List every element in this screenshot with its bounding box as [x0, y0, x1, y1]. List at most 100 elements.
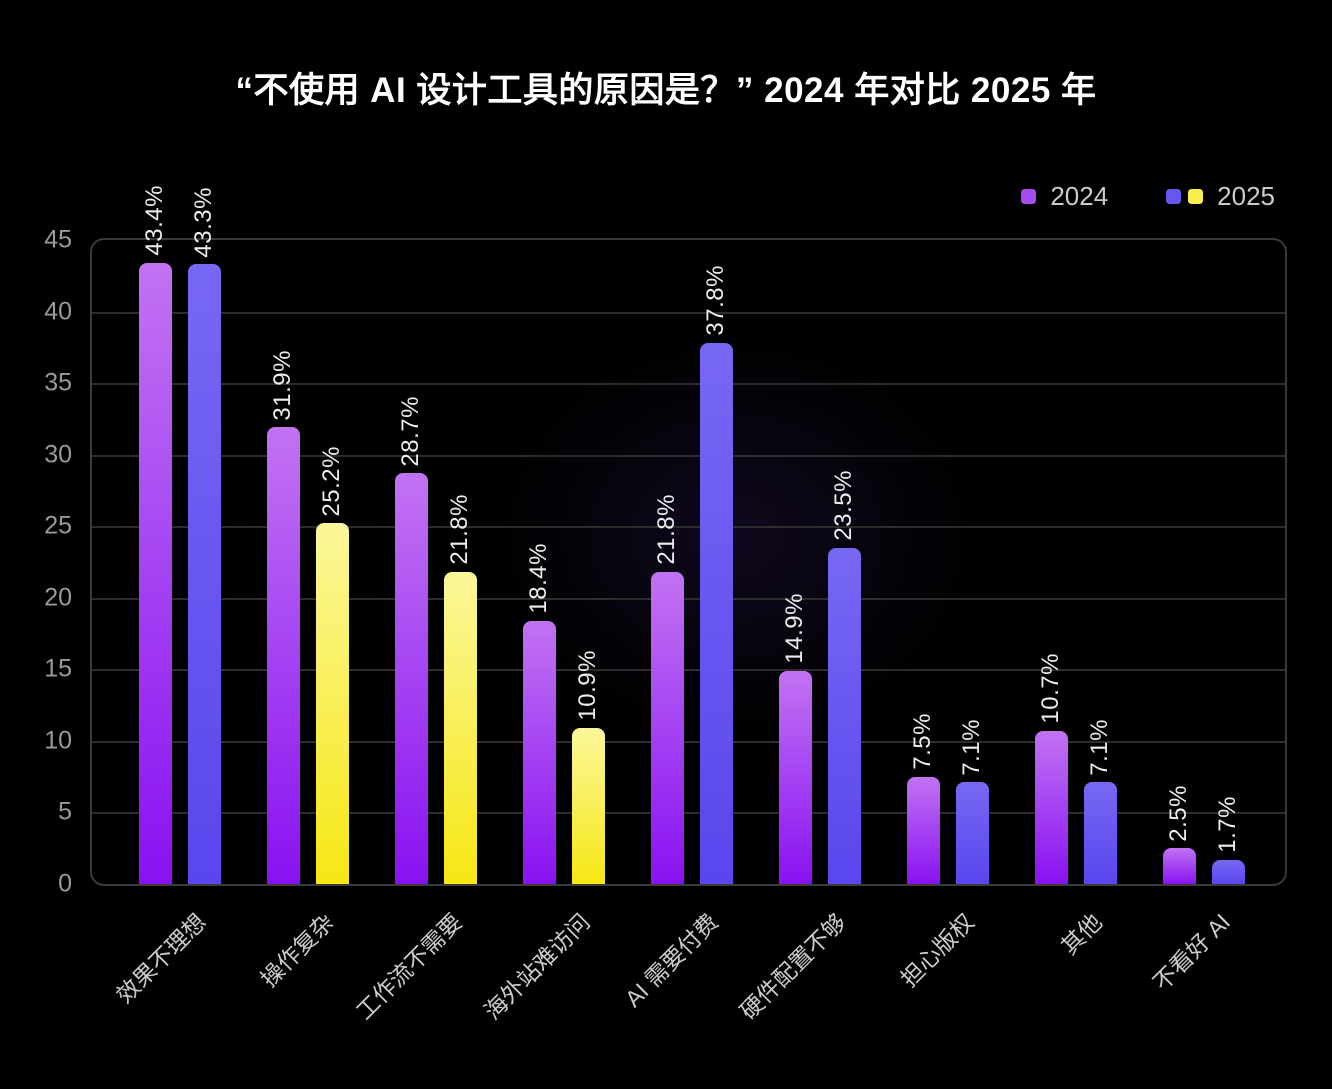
legend-swatches: [1166, 189, 1204, 204]
bar-2025-1[interactable]: [316, 523, 349, 884]
y-axis-tick-label: 25: [44, 511, 72, 540]
barwrap-2024-1: 31.9%: [267, 240, 300, 884]
x-axis-label: 不看好 AI: [1147, 908, 1235, 996]
bar-2025-8[interactable]: [1212, 859, 1245, 884]
barwrap-2024-5: 14.9%: [779, 240, 812, 884]
gridline: [92, 669, 1285, 672]
barwrap-2025-1: 25.2%: [316, 240, 349, 884]
barwrap-2025-2: 21.8%: [444, 240, 477, 884]
legend-swatch: [1021, 189, 1037, 204]
bar-2025-5[interactable]: [828, 547, 861, 884]
barwrap-2024-7: 10.7%: [1035, 240, 1068, 884]
barwrap-2025-0: 43.3%: [188, 187, 221, 884]
barwrap-2025-8: 1.7%: [1212, 240, 1245, 884]
bar-value-label: 31.9%: [269, 349, 297, 421]
barwrap-2024-4: 21.8%: [651, 240, 684, 884]
barwrap-2025-6: 7.1%: [956, 240, 989, 884]
bar-value-label: 43.4%: [141, 185, 169, 256]
bar-group-6: 7.5% 7.1% 担心版权: [884, 240, 1012, 992]
bar-2024-8[interactable]: [1163, 848, 1196, 884]
bar-2025-3[interactable]: [572, 728, 605, 884]
barwrap-2024-0: 43.4%: [139, 185, 172, 884]
bar-group-3: 18.4% 10.9% 海外站难访问: [479, 240, 628, 1025]
bar-value-label: 21.8%: [446, 494, 474, 566]
bar-group-0: 43.4% 43.3% 效果不理想: [111, 185, 244, 1008]
bar-2024-1[interactable]: [267, 427, 300, 884]
bar-value-label: 25.2%: [318, 445, 346, 517]
bar-group-2: 28.7% 21.8% 工作流不需要: [351, 240, 500, 1025]
y-axis: 0 5 10 15 20 25 30 35 40 45: [0, 227, 72, 896]
barwrap-2025-3: 10.9%: [572, 240, 605, 884]
bar-2025-7[interactable]: [1084, 782, 1117, 884]
legend-swatch: [1166, 189, 1182, 204]
y-axis-tick-label: 45: [44, 225, 72, 254]
gridline: [92, 311, 1285, 314]
x-axis-label: 工作流不需要: [351, 908, 467, 1025]
bar-value-label: 10.7%: [1037, 653, 1065, 724]
x-axis-label: 海外站难访问: [479, 908, 595, 1025]
gridline: [92, 597, 1285, 600]
bar-2024-6[interactable]: [907, 776, 940, 884]
bar-2025-6[interactable]: [956, 782, 989, 884]
y-axis-tick-label: 15: [44, 654, 72, 683]
gridline: [92, 526, 1285, 529]
x-axis-label: AI 需要付费: [619, 908, 723, 1012]
bar-value-label: 43.3%: [190, 186, 218, 258]
chart-legend: 2024 2025: [1021, 181, 1275, 212]
gridline: [92, 812, 1285, 815]
x-axis-label: 硬件配置不够: [735, 908, 851, 1025]
chart-title: “不使用 AI 设计工具的原因是？” 2024 年对比 2025 年: [235, 71, 1097, 110]
bar-value-label: 28.7%: [397, 395, 425, 467]
bar-2024-3[interactable]: [523, 620, 556, 884]
bar-2025-0[interactable]: [188, 264, 221, 884]
bar-value-label: 2.5%: [1165, 784, 1193, 842]
bar-group-5: 14.9% 23.5% 硬件配置不够: [735, 240, 884, 1025]
y-axis-tick-label: 40: [44, 297, 72, 326]
bar-2024-4[interactable]: [651, 572, 684, 884]
y-axis-tick-label: 30: [44, 440, 72, 469]
bar-value-label: 1.7%: [1214, 795, 1242, 853]
barwrap-2024-6: 7.5%: [907, 240, 940, 884]
bar-value-label: 7.5%: [909, 712, 937, 770]
legend-swatch: [1188, 189, 1204, 204]
y-axis-tick-label: 35: [44, 368, 72, 397]
bar-group-4: 21.8% 37.8% AI 需要付费: [620, 240, 756, 1012]
gridline: [92, 383, 1285, 386]
bar-value-label: 37.8%: [702, 265, 730, 337]
barwrap-2024-8: 2.5%: [1163, 240, 1196, 884]
y-axis-tick-label: 0: [58, 869, 72, 898]
legend-item-2025[interactable]: 2025: [1166, 181, 1275, 212]
bar-group-8: 2.5% 1.7% 不看好 AI: [1140, 240, 1268, 996]
gridline: [92, 454, 1285, 457]
bar-2025-4[interactable]: [700, 343, 733, 884]
bar-value-label: 14.9%: [781, 593, 809, 664]
bar-2024-5[interactable]: [779, 670, 812, 884]
x-axis-label: 其他: [1056, 908, 1107, 960]
y-axis-tick-label: 20: [44, 583, 72, 612]
bar-value-label: 21.8%: [653, 494, 681, 566]
barwrap-2025-5: 23.5%: [828, 240, 861, 884]
bar-2024-7[interactable]: [1035, 730, 1068, 884]
legend-label: 2024: [1050, 181, 1109, 211]
bar-value-label: 7.1%: [1086, 718, 1114, 776]
barwrap-2025-4: 37.8%: [700, 240, 733, 884]
barwrap-2025-7: 7.1%: [1084, 240, 1117, 884]
barwrap-2024-2: 28.7%: [395, 240, 428, 884]
barwrap-2024-3: 18.4%: [523, 240, 556, 884]
bar-2025-2[interactable]: [444, 572, 477, 884]
bar-value-label: 23.5%: [830, 470, 858, 541]
x-axis-label: 担心版权: [895, 908, 979, 993]
gridline: [92, 740, 1285, 743]
legend-swatches: [1021, 189, 1037, 204]
bar-value-label: 7.1%: [958, 718, 986, 776]
y-axis-tick-label: 5: [58, 797, 72, 826]
bar-2024-0[interactable]: [139, 262, 172, 884]
x-axis-label: 操作复杂: [255, 908, 339, 993]
bar-value-label: 18.4%: [525, 543, 553, 614]
bar-group-1: 31.9% 25.2% 操作复杂: [244, 240, 372, 992]
legend-label: 2025: [1217, 181, 1275, 211]
legend-item-2024[interactable]: 2024: [1021, 181, 1108, 212]
bar-groups: 43.4% 43.3% 效果不理想 31.9% 25.2% 操作复杂 28.7% 21.8% 工…: [111, 185, 1268, 1025]
bar-2024-2[interactable]: [395, 473, 428, 884]
